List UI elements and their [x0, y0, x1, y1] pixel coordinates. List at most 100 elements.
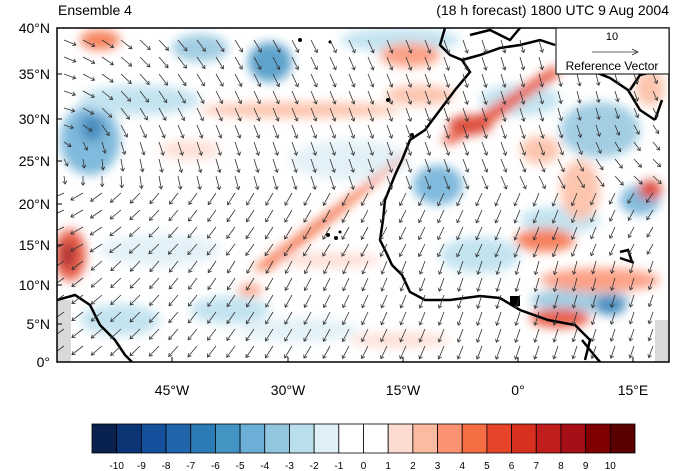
wind-arrow: [614, 158, 623, 169]
wind-arrow-head: [284, 354, 289, 359]
wind-arrow-head: [351, 83, 356, 88]
wind-arrow: [438, 311, 445, 326]
wind-arrow: [424, 56, 431, 71]
wind-arrow: [304, 294, 312, 308]
wind-arrow: [341, 226, 350, 240]
wind-arrow: [196, 141, 202, 156]
wind-arrow: [226, 311, 236, 324]
wind-arrow: [70, 192, 84, 201]
wind-arrow: [196, 73, 205, 87]
wind-arrow: [168, 277, 179, 290]
wind-arrow-head: [437, 219, 442, 224]
wind-arrow-head: [71, 351, 76, 356]
wind-arrow-head: [608, 217, 614, 222]
wind-arrow: [253, 90, 261, 104]
wind-arrow-head: [128, 62, 133, 67]
wind-arrow: [534, 260, 540, 275]
wind-arrow: [342, 345, 350, 359]
wind-arrow-head: [398, 218, 404, 224]
wind-arrow: [101, 56, 114, 66]
colorbar-swatch: [535, 423, 562, 454]
wind-arrow: [291, 56, 299, 70]
wind-arrow-head: [294, 65, 300, 71]
wind-arrow-head: [178, 168, 184, 174]
wind-arrow-head: [532, 236, 537, 241]
wind-arrow-head: [653, 79, 659, 85]
wind-arrow: [177, 73, 187, 86]
wind-arrow-head: [539, 100, 545, 105]
wind-arrow: [405, 107, 412, 122]
wind-arrow: [462, 158, 469, 173]
wind-arrow: [405, 158, 412, 173]
wind-arrow: [629, 294, 635, 308]
wind-arrow: [629, 277, 635, 291]
wind-arrow-head: [558, 134, 564, 139]
wind-arrow: [139, 175, 143, 189]
wind-arrow-head: [475, 338, 481, 343]
wind-arrow: [576, 175, 585, 188]
wind-arrow-head: [88, 127, 93, 132]
wind-arrow-head: [294, 83, 299, 88]
wind-arrow: [437, 226, 445, 240]
wind-arrow-head: [110, 300, 115, 306]
wind-arrow-head: [158, 185, 164, 190]
wind-arrow-head: [90, 317, 95, 322]
wind-arrow-head: [483, 66, 488, 71]
wind-arrow: [169, 260, 179, 273]
colorbar-swatch: [461, 423, 488, 454]
wind-arrow-head: [398, 201, 404, 207]
wind-arrow-head: [109, 44, 115, 48]
wind-arrow-head: [52, 283, 56, 286]
wind-arrow: [400, 260, 407, 275]
wind-arrow: [590, 209, 597, 223]
wind-arrow: [272, 141, 279, 156]
wind-arrow-head: [502, 151, 508, 156]
wind-arrow: [477, 260, 483, 275]
wind-arrow-head: [464, 49, 469, 54]
wind-arrow-head: [495, 287, 500, 293]
wind-arrow-head: [399, 287, 404, 292]
wind-arrow-head: [143, 116, 148, 121]
wind-arrow-head: [197, 168, 203, 174]
wind-arrow: [538, 39, 543, 53]
wind-arrow-head: [418, 321, 423, 326]
wind-arrow: [611, 260, 616, 274]
wind-arrow: [361, 345, 369, 359]
wind-arrow: [215, 124, 222, 139]
wind-arrow: [63, 90, 76, 96]
wind-arrow-head: [558, 117, 564, 122]
wind-arrow: [226, 209, 236, 222]
wind-arrow: [91, 345, 103, 356]
wind-arrow: [322, 209, 331, 223]
wind-arrow-head: [53, 334, 57, 337]
wind-arrow-head: [457, 270, 462, 275]
wind-arrow: [303, 209, 312, 223]
wind-arrow: [399, 226, 407, 240]
wind-arrow-head: [360, 235, 365, 240]
wind-arrow: [303, 328, 312, 342]
wind-arrow-head: [322, 320, 327, 326]
wind-arrow-head: [407, 66, 413, 71]
wind-arrow-head: [418, 201, 423, 207]
wind-arrow-head: [265, 201, 270, 206]
wind-arrow-head: [389, 66, 394, 71]
wind-arrow-head: [239, 48, 243, 53]
wind-arrow-head: [138, 185, 144, 190]
wind-arrow-head: [437, 304, 443, 309]
colorbar-label: 4: [459, 461, 465, 471]
wind-arrow: [633, 124, 640, 135]
wind-arrow-head: [283, 252, 288, 257]
wind-arrow: [291, 158, 297, 173]
wind-arrow-head: [360, 354, 366, 360]
wind-arrow-head: [389, 49, 394, 54]
wind-arrow-head: [70, 196, 75, 201]
wind-arrow-head: [264, 354, 269, 359]
wind-arrow: [495, 226, 502, 241]
wind-arrow: [329, 124, 336, 139]
wind-arrow: [82, 39, 95, 47]
wind-arrow-head: [418, 355, 423, 360]
wind-arrow: [538, 107, 544, 122]
wind-arrow: [554, 260, 559, 275]
wind-arrow: [443, 107, 450, 122]
wind-arrow: [462, 107, 468, 122]
